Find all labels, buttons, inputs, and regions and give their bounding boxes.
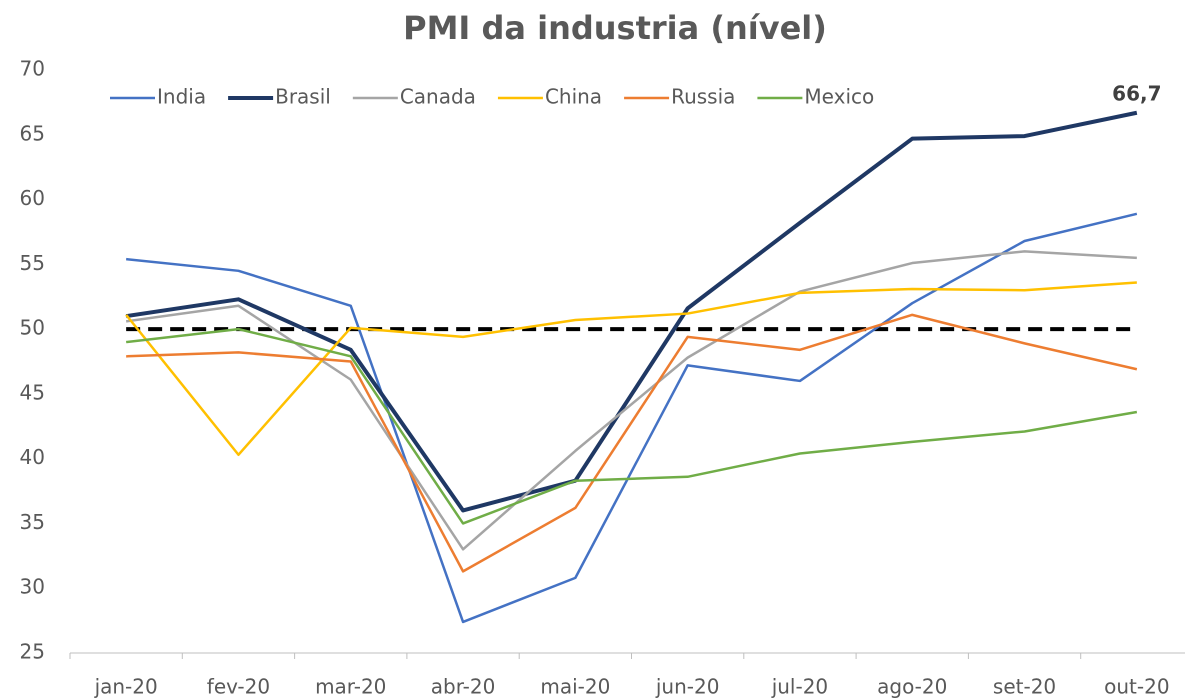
data-label: 66,7 [1112,81,1161,105]
series-line [126,327,1138,525]
x-tick-label: out-20 [1104,675,1169,699]
x-tick-label: fev-20 [207,675,270,699]
legend-label: Mexico [804,85,874,109]
x-tick-label: mar-20 [315,675,386,699]
chart-title: PMI da industria (nível) [403,9,827,47]
y-tick-label: 40 [20,445,45,469]
legend-label: India [157,85,206,109]
series-line [125,281,1137,457]
y-tick-label: 50 [20,316,45,340]
y-tick-label: 65 [20,121,45,145]
y-tick-label: 55 [20,251,45,275]
y-tick-label: 70 [20,57,45,81]
legend-label: Brasil [275,85,331,109]
y-tick-label: 25 [20,640,45,664]
x-tick-label: mai-20 [540,675,610,699]
y-tick-label: 60 [20,186,45,210]
series-line [126,212,1138,624]
series-line [126,313,1138,573]
y-tick-label: 30 [20,575,45,599]
series-line [125,250,1137,551]
x-tick-label: ago-20 [877,675,947,699]
y-tick-label: 45 [20,380,45,404]
x-tick-label: set-20 [993,675,1056,699]
series-line [125,110,1138,513]
x-tick-label: jun-20 [655,675,720,699]
legend-label: China [545,85,602,109]
x-tick-label: abr-20 [431,675,496,699]
y-tick-label: 35 [20,510,45,534]
legend-label: Russia [671,85,735,109]
x-tick-label: jan-20 [94,675,158,699]
legend-label: Canada [400,85,476,109]
x-tick-label: jul-20 [771,675,828,699]
